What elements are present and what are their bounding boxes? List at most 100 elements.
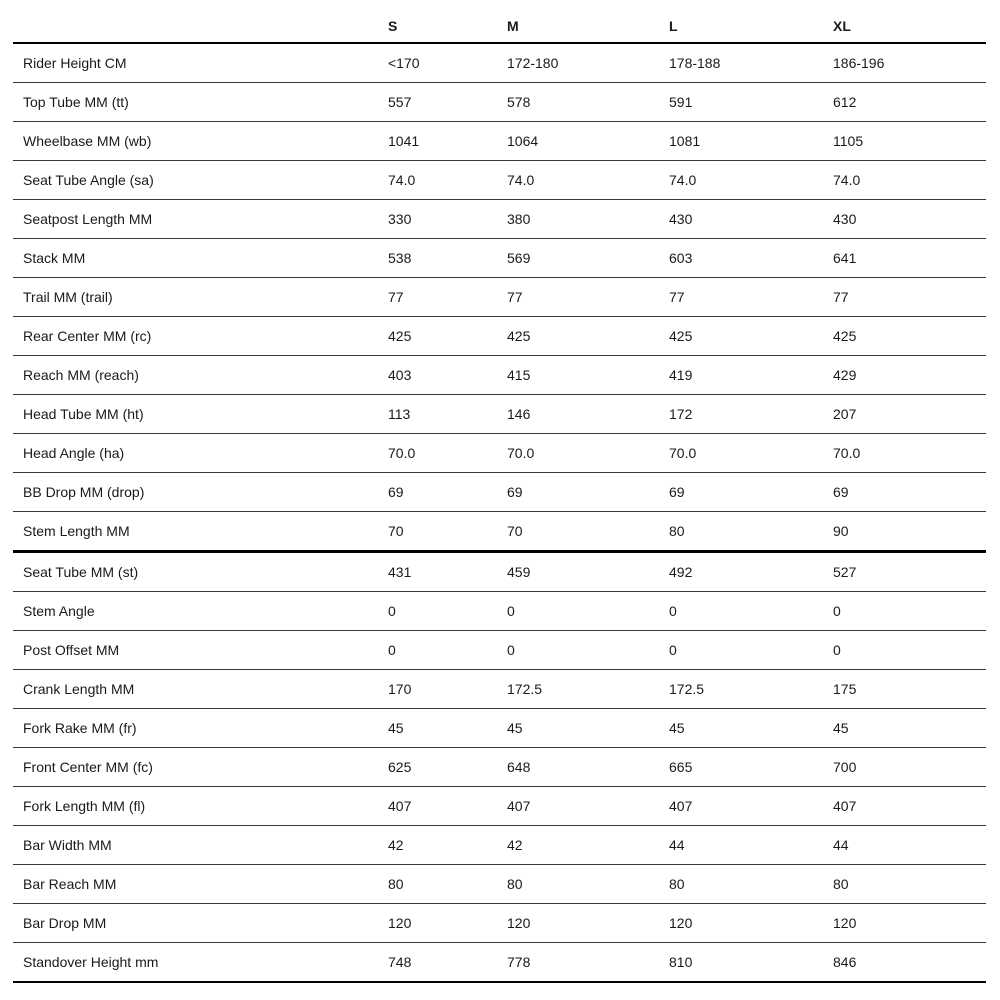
header-size-l: L [669, 10, 833, 44]
header-corner-cell [13, 10, 388, 44]
spec-value-l: 810 [669, 942, 833, 983]
spec-value-xl: 0 [833, 591, 986, 631]
spec-value-l: 603 [669, 238, 833, 278]
table-row: Rear Center MM (rc) 425 425 425 425 [13, 316, 986, 356]
spec-value-s: 407 [388, 786, 507, 826]
spec-value-xl: 0 [833, 630, 986, 670]
spec-value-s: 425 [388, 316, 507, 356]
spec-value-m: 74.0 [507, 160, 669, 200]
spec-value-xl: 74.0 [833, 160, 986, 200]
spec-value-m: 459 [507, 550, 669, 592]
spec-value-m: 146 [507, 394, 669, 434]
spec-value-m: 45 [507, 708, 669, 748]
table-row: Stem Length MM 70 70 80 90 [13, 511, 986, 552]
spec-value-m: 407 [507, 786, 669, 826]
spec-value-s: 403 [388, 355, 507, 395]
spec-value-s: 0 [388, 630, 507, 670]
spec-label: Top Tube MM (tt) [13, 82, 388, 122]
spec-value-l: 69 [669, 472, 833, 512]
spec-value-xl: 90 [833, 511, 986, 552]
spec-value-s: 70 [388, 511, 507, 552]
table-row: Top Tube MM (tt) 557 578 591 612 [13, 82, 986, 122]
spec-value-s: 120 [388, 903, 507, 943]
spec-value-s: 113 [388, 394, 507, 434]
spec-value-xl: 429 [833, 355, 986, 395]
spec-label: Head Angle (ha) [13, 433, 388, 473]
spec-value-xl: 641 [833, 238, 986, 278]
spec-value-xl: 120 [833, 903, 986, 943]
table-row: BB Drop MM (drop) 69 69 69 69 [13, 472, 986, 512]
spec-value-l: 44 [669, 825, 833, 865]
table-row: Bar Drop MM 120 120 120 120 [13, 903, 986, 943]
spec-value-s: 45 [388, 708, 507, 748]
spec-label: Bar Reach MM [13, 864, 388, 904]
spec-value-xl: 846 [833, 942, 986, 983]
spec-value-l: 0 [669, 591, 833, 631]
spec-value-l: 172.5 [669, 669, 833, 709]
spec-value-m: 648 [507, 747, 669, 787]
spec-value-s: 538 [388, 238, 507, 278]
spec-value-m: 120 [507, 903, 669, 943]
spec-value-s: 42 [388, 825, 507, 865]
header-size-m: M [507, 10, 669, 44]
spec-value-l: 407 [669, 786, 833, 826]
spec-value-m: 172-180 [507, 43, 669, 83]
spec-label: Fork Length MM (fl) [13, 786, 388, 826]
spec-value-xl: 430 [833, 199, 986, 239]
spec-value-m: 1064 [507, 121, 669, 161]
table-row: Stack MM 538 569 603 641 [13, 238, 986, 278]
spec-value-s: 557 [388, 82, 507, 122]
table-row: Fork Rake MM (fr) 45 45 45 45 [13, 708, 986, 748]
spec-value-l: 425 [669, 316, 833, 356]
spec-value-m: 778 [507, 942, 669, 983]
spec-value-s: 1041 [388, 121, 507, 161]
table-row: Head Tube MM (ht) 113 146 172 207 [13, 394, 986, 434]
spec-value-m: 0 [507, 630, 669, 670]
table-row: Seat Tube Angle (sa) 74.0 74.0 74.0 74.0 [13, 160, 986, 200]
spec-value-l: 419 [669, 355, 833, 395]
table-row: Standover Height mm 748 778 810 846 [13, 942, 986, 983]
spec-value-xl: 612 [833, 82, 986, 122]
spec-value-xl: 186-196 [833, 43, 986, 83]
spec-label: Wheelbase MM (wb) [13, 121, 388, 161]
spec-label: Seat Tube Angle (sa) [13, 160, 388, 200]
spec-value-xl: 1105 [833, 121, 986, 161]
table-row: Stem Angle 0 0 0 0 [13, 591, 986, 631]
spec-label: Head Tube MM (ht) [13, 394, 388, 434]
table-row: Fork Length MM (fl) 407 407 407 407 [13, 786, 986, 826]
spec-value-xl: 207 [833, 394, 986, 434]
table-row: Post Offset MM 0 0 0 0 [13, 630, 986, 670]
spec-label: Crank Length MM [13, 669, 388, 709]
spec-value-m: 42 [507, 825, 669, 865]
spec-value-s: <170 [388, 43, 507, 83]
spec-label: Standover Height mm [13, 942, 388, 983]
spec-label: Stack MM [13, 238, 388, 278]
spec-value-m: 0 [507, 591, 669, 631]
spec-label: Seatpost Length MM [13, 199, 388, 239]
geometry-table: S M L XL Rider Height CM <170 172-180 17… [13, 10, 986, 983]
spec-label: Post Offset MM [13, 630, 388, 670]
table-row: Seatpost Length MM 330 380 430 430 [13, 199, 986, 239]
spec-value-m: 172.5 [507, 669, 669, 709]
spec-value-xl: 69 [833, 472, 986, 512]
spec-value-l: 74.0 [669, 160, 833, 200]
spec-value-m: 77 [507, 277, 669, 317]
spec-label: Seat Tube MM (st) [13, 550, 388, 592]
header-row: S M L XL [13, 10, 986, 44]
spec-label: Bar Drop MM [13, 903, 388, 943]
spec-value-l: 70.0 [669, 433, 833, 473]
spec-value-l: 430 [669, 199, 833, 239]
spec-value-s: 625 [388, 747, 507, 787]
spec-value-s: 431 [388, 550, 507, 592]
table-row: Seat Tube MM (st) 431 459 492 527 [13, 550, 986, 592]
spec-value-xl: 527 [833, 550, 986, 592]
table-row: Trail MM (trail) 77 77 77 77 [13, 277, 986, 317]
spec-value-xl: 44 [833, 825, 986, 865]
spec-value-xl: 80 [833, 864, 986, 904]
spec-value-s: 330 [388, 199, 507, 239]
spec-value-m: 70 [507, 511, 669, 552]
spec-value-xl: 77 [833, 277, 986, 317]
spec-value-s: 0 [388, 591, 507, 631]
spec-value-m: 415 [507, 355, 669, 395]
spec-value-l: 0 [669, 630, 833, 670]
